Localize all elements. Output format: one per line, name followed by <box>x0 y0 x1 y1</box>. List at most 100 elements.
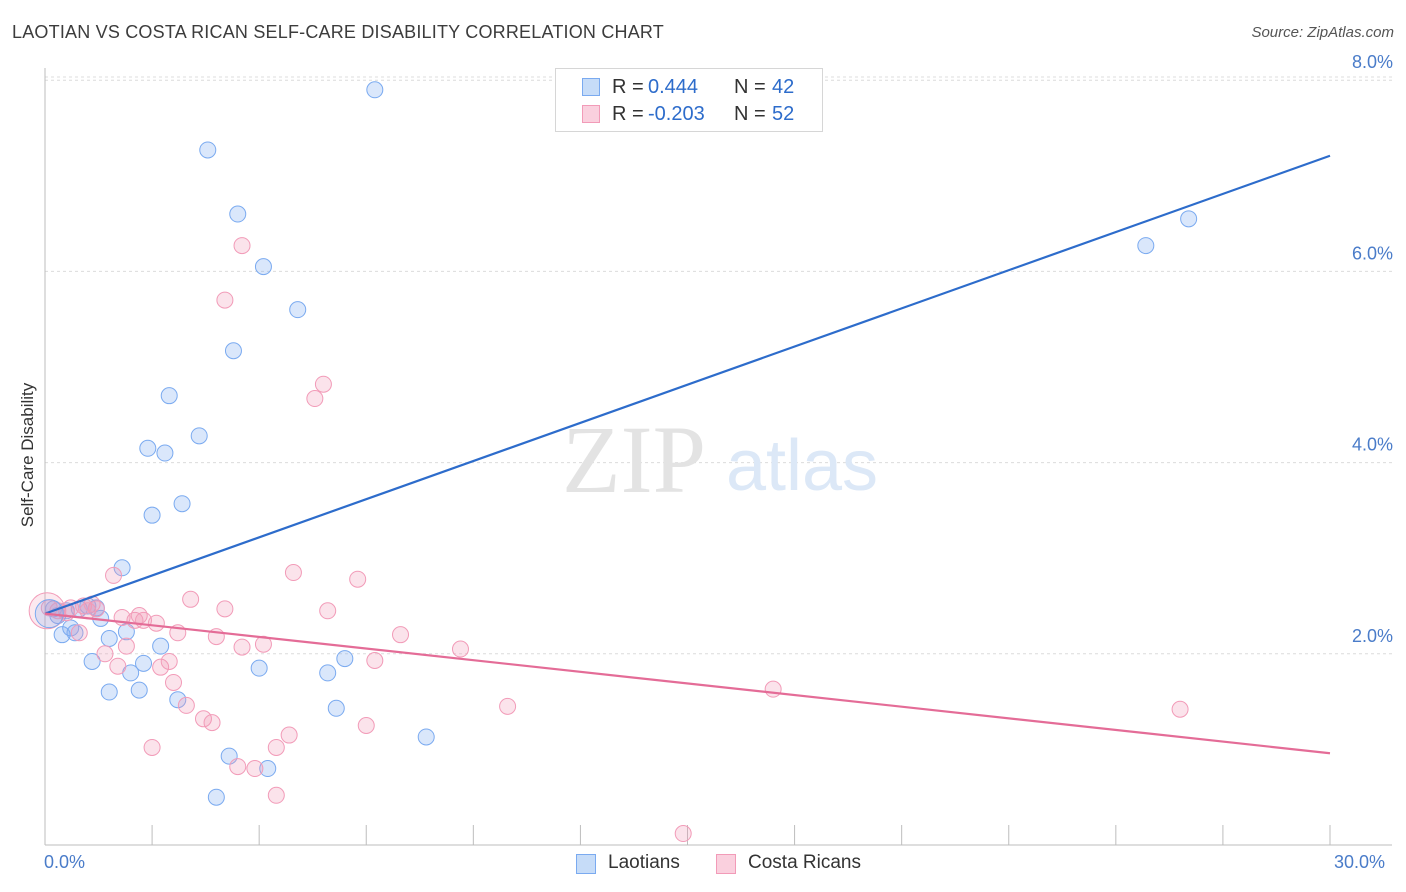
point-costa-ricans <box>267 786 285 804</box>
point-laotians <box>100 630 118 648</box>
point-costa-ricans <box>499 697 517 715</box>
point-costa-ricans <box>764 680 782 698</box>
point-laotians <box>83 652 101 670</box>
bottom-legend-swatch-costa-ricans <box>716 854 736 874</box>
point-costa-ricans <box>451 640 469 658</box>
point-laotians <box>53 626 71 644</box>
point-costa-ricans <box>117 637 135 655</box>
point-costa-ricans <box>182 590 200 608</box>
x-axis-min-label: 0.0% <box>44 852 86 872</box>
point-costa-ricans <box>319 602 337 620</box>
point-costa-ricans <box>306 390 324 408</box>
point-costa-ricans <box>392 626 410 644</box>
point-laotians <box>1180 210 1198 228</box>
point-laotians <box>319 664 337 682</box>
source-credit: Source: ZipAtlas.com <box>1251 24 1394 41</box>
point-costa-ricans <box>160 652 178 670</box>
legend-r-value: -0.203 <box>648 103 705 125</box>
point-costa-ricans <box>143 738 161 756</box>
point-laotians <box>259 760 277 778</box>
trend-line-laotians <box>44 154 1331 615</box>
point-laotians <box>229 205 247 223</box>
point-laotians <box>327 699 345 717</box>
trend-lines <box>44 154 1331 755</box>
point-costa-ricans <box>105 566 123 584</box>
point-costa-ricans <box>147 614 165 632</box>
point-costa-ricans <box>216 600 234 618</box>
point-laotians <box>139 439 157 457</box>
watermark-atlas: atlas <box>726 426 878 506</box>
point-laotians <box>156 444 174 462</box>
y-tick-label: 4.0% <box>1352 435 1393 455</box>
point-costa-ricans <box>1171 700 1189 718</box>
legend-swatch-laotians <box>582 78 600 96</box>
y-axis-label: Self-Care Disability <box>18 382 37 528</box>
y-tick-label: 6.0% <box>1352 243 1393 263</box>
point-costa-ricans <box>229 758 247 776</box>
data-points <box>28 81 1198 843</box>
point-costa-ricans <box>233 237 251 255</box>
point-costa-ricans <box>194 710 212 728</box>
point-laotians <box>336 650 354 668</box>
point-laotians <box>250 659 268 677</box>
trend-line-costa-ricans <box>44 612 1331 755</box>
point-costa-ricans <box>674 825 692 843</box>
point-laotians <box>130 681 148 699</box>
point-laotians <box>66 624 84 642</box>
point-laotians <box>417 728 435 746</box>
point-costa-ricans <box>366 651 384 669</box>
legend-r-label: R = <box>612 103 644 125</box>
point-costa-ricans <box>233 638 251 656</box>
watermark: ZIP atlas <box>562 406 878 513</box>
point-costa-ricans <box>216 291 234 309</box>
point-costa-ricans <box>357 717 375 734</box>
point-costa-ricans <box>284 564 302 582</box>
point-costa-ricans <box>267 738 285 756</box>
axes <box>44 68 1392 846</box>
point-laotians <box>199 141 217 159</box>
point-laotians <box>135 654 153 672</box>
correlation-legend: R = 0.444 N = 42 R = -0.203 N = 52 <box>555 68 823 132</box>
point-laotians <box>254 258 272 276</box>
legend-n-label: N = <box>734 76 766 98</box>
point-laotians <box>143 506 161 524</box>
legend-n-label: N = <box>734 103 766 125</box>
bottom-legend-label-costa-ricans: Costa Ricans <box>748 852 861 873</box>
point-costa-ricans <box>280 726 298 744</box>
watermark-zip: ZIP <box>562 406 706 513</box>
point-laotians <box>173 495 191 513</box>
point-costa-ricans <box>70 624 88 642</box>
grid-lines <box>45 76 1392 655</box>
point-laotians <box>190 427 208 445</box>
point-costa-ricans <box>349 570 367 588</box>
point-laotians <box>152 637 170 655</box>
point-costa-ricans <box>96 645 114 663</box>
point-laotians <box>100 683 118 701</box>
point-costa-ricans <box>246 760 264 778</box>
bottom-legend-swatch-laotians <box>576 854 596 874</box>
point-costa-ricans <box>152 658 170 676</box>
point-costa-ricans <box>203 714 221 732</box>
chart-title: LAOTIAN VS COSTA RICAN SELF-CARE DISABIL… <box>12 22 664 42</box>
x-axis-max-label: 30.0% <box>1334 852 1386 872</box>
point-costa-ricans <box>177 696 195 714</box>
point-costa-ricans <box>87 600 105 618</box>
y-tick-label: 8.0% <box>1352 52 1393 72</box>
y-tick-labels: 2.0% 4.0% 6.0% 8.0% <box>1352 52 1393 646</box>
legend-r-value: 0.444 <box>648 76 699 98</box>
point-costa-ricans <box>165 673 182 691</box>
point-laotians <box>160 387 178 405</box>
point-laotians <box>224 342 242 360</box>
y-tick-label: 2.0% <box>1352 626 1393 646</box>
legend-n-value: 52 <box>772 103 795 125</box>
point-laotians <box>289 301 307 319</box>
point-laotians <box>366 81 384 99</box>
point-laotians <box>169 691 187 709</box>
point-costa-ricans <box>109 657 127 675</box>
point-costa-ricans <box>254 635 272 653</box>
point-laotians <box>207 788 225 806</box>
legend-n-value: 42 <box>772 76 795 98</box>
legend-swatch-costa-ricans <box>582 105 600 123</box>
legend-r-label: R = <box>612 76 644 98</box>
